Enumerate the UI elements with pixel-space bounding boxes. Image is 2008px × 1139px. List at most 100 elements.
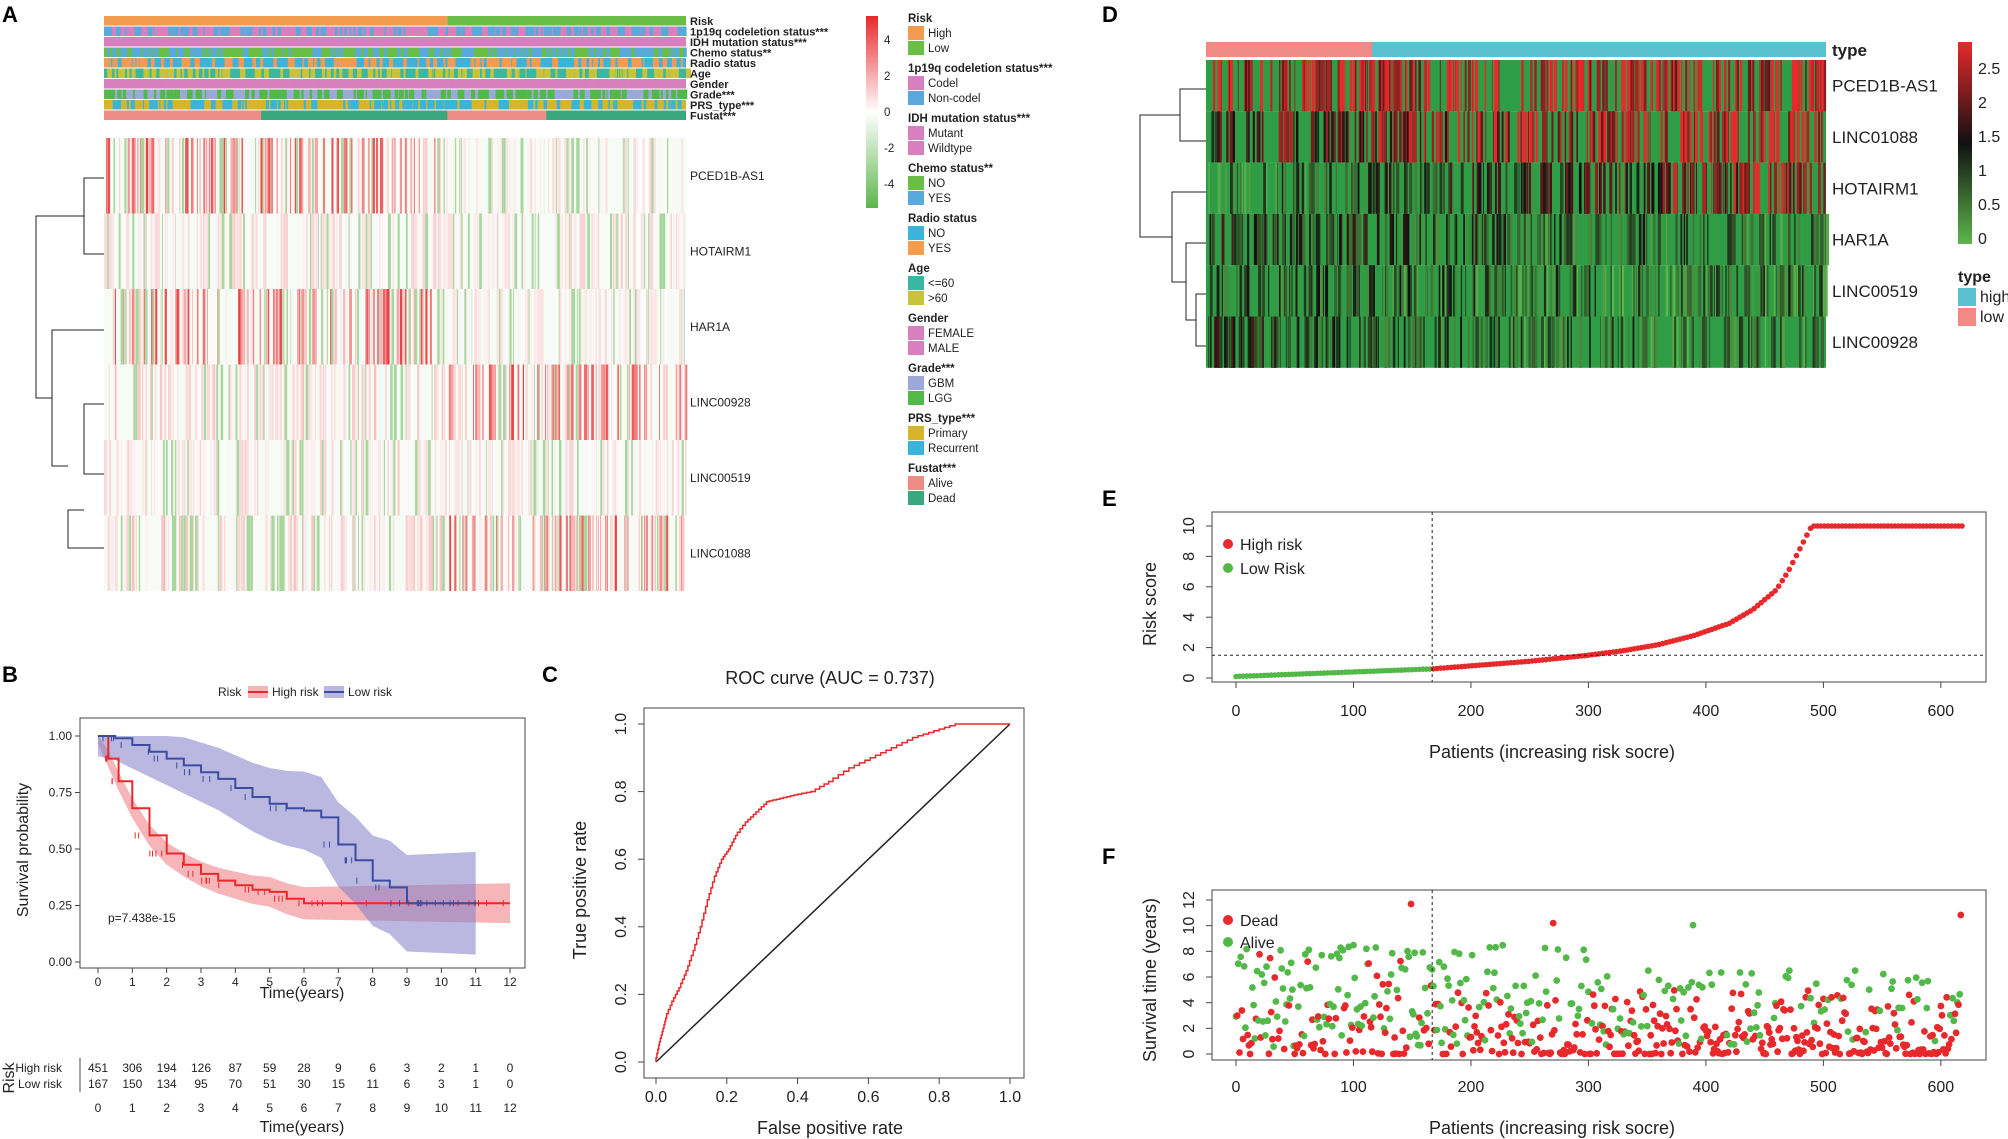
scale-tick: 2.5	[1978, 61, 2000, 78]
risk-table-x-tick: 8	[369, 1101, 376, 1115]
annotation-tick	[377, 79, 383, 89]
heatmap-cell	[1670, 60, 1673, 112]
heatmap-cell	[1815, 213, 1817, 266]
annotation-tick	[498, 100, 502, 110]
x-tick-label: 600	[1928, 703, 1955, 720]
risk-track-low	[447, 16, 686, 26]
heatmap-cell	[1788, 213, 1790, 266]
heatmap-cell	[1444, 316, 1447, 368]
heatmap-cell	[1439, 162, 1442, 214]
annotation-tick	[683, 47, 687, 57]
heatmap-cell	[1414, 60, 1417, 112]
heatmap-cell	[1331, 111, 1333, 163]
heatmap-cell	[1778, 162, 1780, 214]
heatmap-cell	[254, 364, 256, 440]
annotation-tick	[528, 26, 533, 36]
heatmap-cell	[1678, 60, 1680, 112]
heatmap-cell	[568, 138, 571, 214]
heatmap-cell	[445, 213, 447, 289]
heatmap-cell	[283, 138, 286, 214]
heatmap-cell	[1728, 213, 1732, 266]
heatmap-cell	[1778, 60, 1780, 112]
annotation-tick	[523, 79, 528, 89]
heatmap-cell	[320, 364, 323, 440]
heatmap-cell	[684, 364, 687, 440]
diagonal-reference	[655, 723, 1011, 1063]
heatmap-cell	[1448, 265, 1452, 317]
annotation-tick	[107, 89, 110, 99]
annotation-tick	[315, 47, 320, 57]
annotation-tick	[514, 68, 517, 78]
heatmap-cell	[1790, 111, 1792, 163]
heatmap-cell	[1524, 111, 1528, 163]
annotation-tick	[596, 47, 600, 57]
annotation-tick	[455, 100, 458, 110]
dead-point	[1373, 972, 1381, 980]
heatmap-a	[104, 138, 688, 591]
heatmap-cell	[1588, 265, 1591, 317]
heatmap-cell	[390, 364, 393, 440]
heatmap-cell	[1474, 316, 1477, 368]
heatmap-cell	[483, 213, 486, 289]
heatmap-cell	[196, 213, 199, 289]
annotation-tick	[363, 47, 366, 57]
heatmap-cell	[1702, 162, 1705, 214]
heatmap-cell	[1230, 316, 1234, 368]
annotation-tick	[364, 58, 368, 68]
heatmap-cell	[1514, 162, 1516, 214]
heatmap-cell	[444, 440, 447, 516]
heatmap-cell	[1757, 265, 1760, 317]
heatmap-cell	[1682, 213, 1686, 266]
heatmap-cell	[1338, 316, 1341, 368]
annotation-tick	[510, 26, 512, 36]
heatmap-cell	[154, 213, 156, 289]
heatmap-cell	[1510, 316, 1512, 368]
annotation-tick	[249, 37, 254, 47]
heatmap-cell	[441, 440, 445, 516]
heatmap-cell	[1772, 316, 1776, 368]
annotation-tick	[389, 58, 391, 68]
heatmap-cell	[536, 440, 540, 516]
heatmap-cell	[1673, 162, 1676, 214]
heatmap-cell	[296, 364, 298, 440]
annotation-tick	[274, 79, 279, 89]
dead-point	[1509, 1049, 1517, 1057]
heatmap-cell	[236, 515, 238, 591]
dead-point	[1311, 1040, 1319, 1048]
annotation-tick	[571, 100, 575, 110]
heatmap-cell	[1247, 213, 1249, 266]
risk-table-count: 9	[335, 1061, 342, 1075]
annotation-tick	[114, 68, 117, 78]
annotation-tick	[203, 26, 205, 36]
heatmap-cell	[1805, 60, 1807, 112]
annotation-tick	[383, 89, 385, 99]
heatmap-cell	[1377, 316, 1379, 368]
heatmap-cell	[1748, 162, 1750, 214]
alive-point	[1387, 971, 1395, 978]
heatmap-cell	[413, 515, 415, 591]
heatmap-cell	[487, 138, 489, 214]
heatmap-cell	[129, 440, 133, 516]
dead-point	[1239, 1035, 1247, 1043]
heatmap-cell	[663, 138, 665, 214]
dead-point	[1425, 1040, 1433, 1048]
heatmap-cell	[508, 515, 510, 591]
y-axis-title-c: True positive rate	[570, 821, 590, 959]
heatmap-cell	[1816, 316, 1819, 368]
annotation-tick	[567, 79, 572, 89]
heatmap-cell	[1819, 265, 1821, 317]
annotation-tick	[621, 89, 624, 99]
heatmap-cell	[319, 364, 321, 440]
legend-swatch	[908, 276, 924, 290]
annotation-tick	[132, 58, 136, 68]
heatmap-cell	[639, 440, 641, 516]
heatmap-cell	[285, 213, 288, 289]
dead-point	[1476, 1046, 1484, 1054]
annotation-tick	[505, 100, 508, 110]
heatmap-cell	[1548, 213, 1552, 266]
x-tick-label: 300	[1575, 703, 1602, 720]
annotation-tick	[591, 47, 594, 57]
heatmap-cell	[1446, 213, 1449, 266]
heatmap-cell	[621, 364, 623, 440]
dead-point	[1341, 1002, 1349, 1009]
